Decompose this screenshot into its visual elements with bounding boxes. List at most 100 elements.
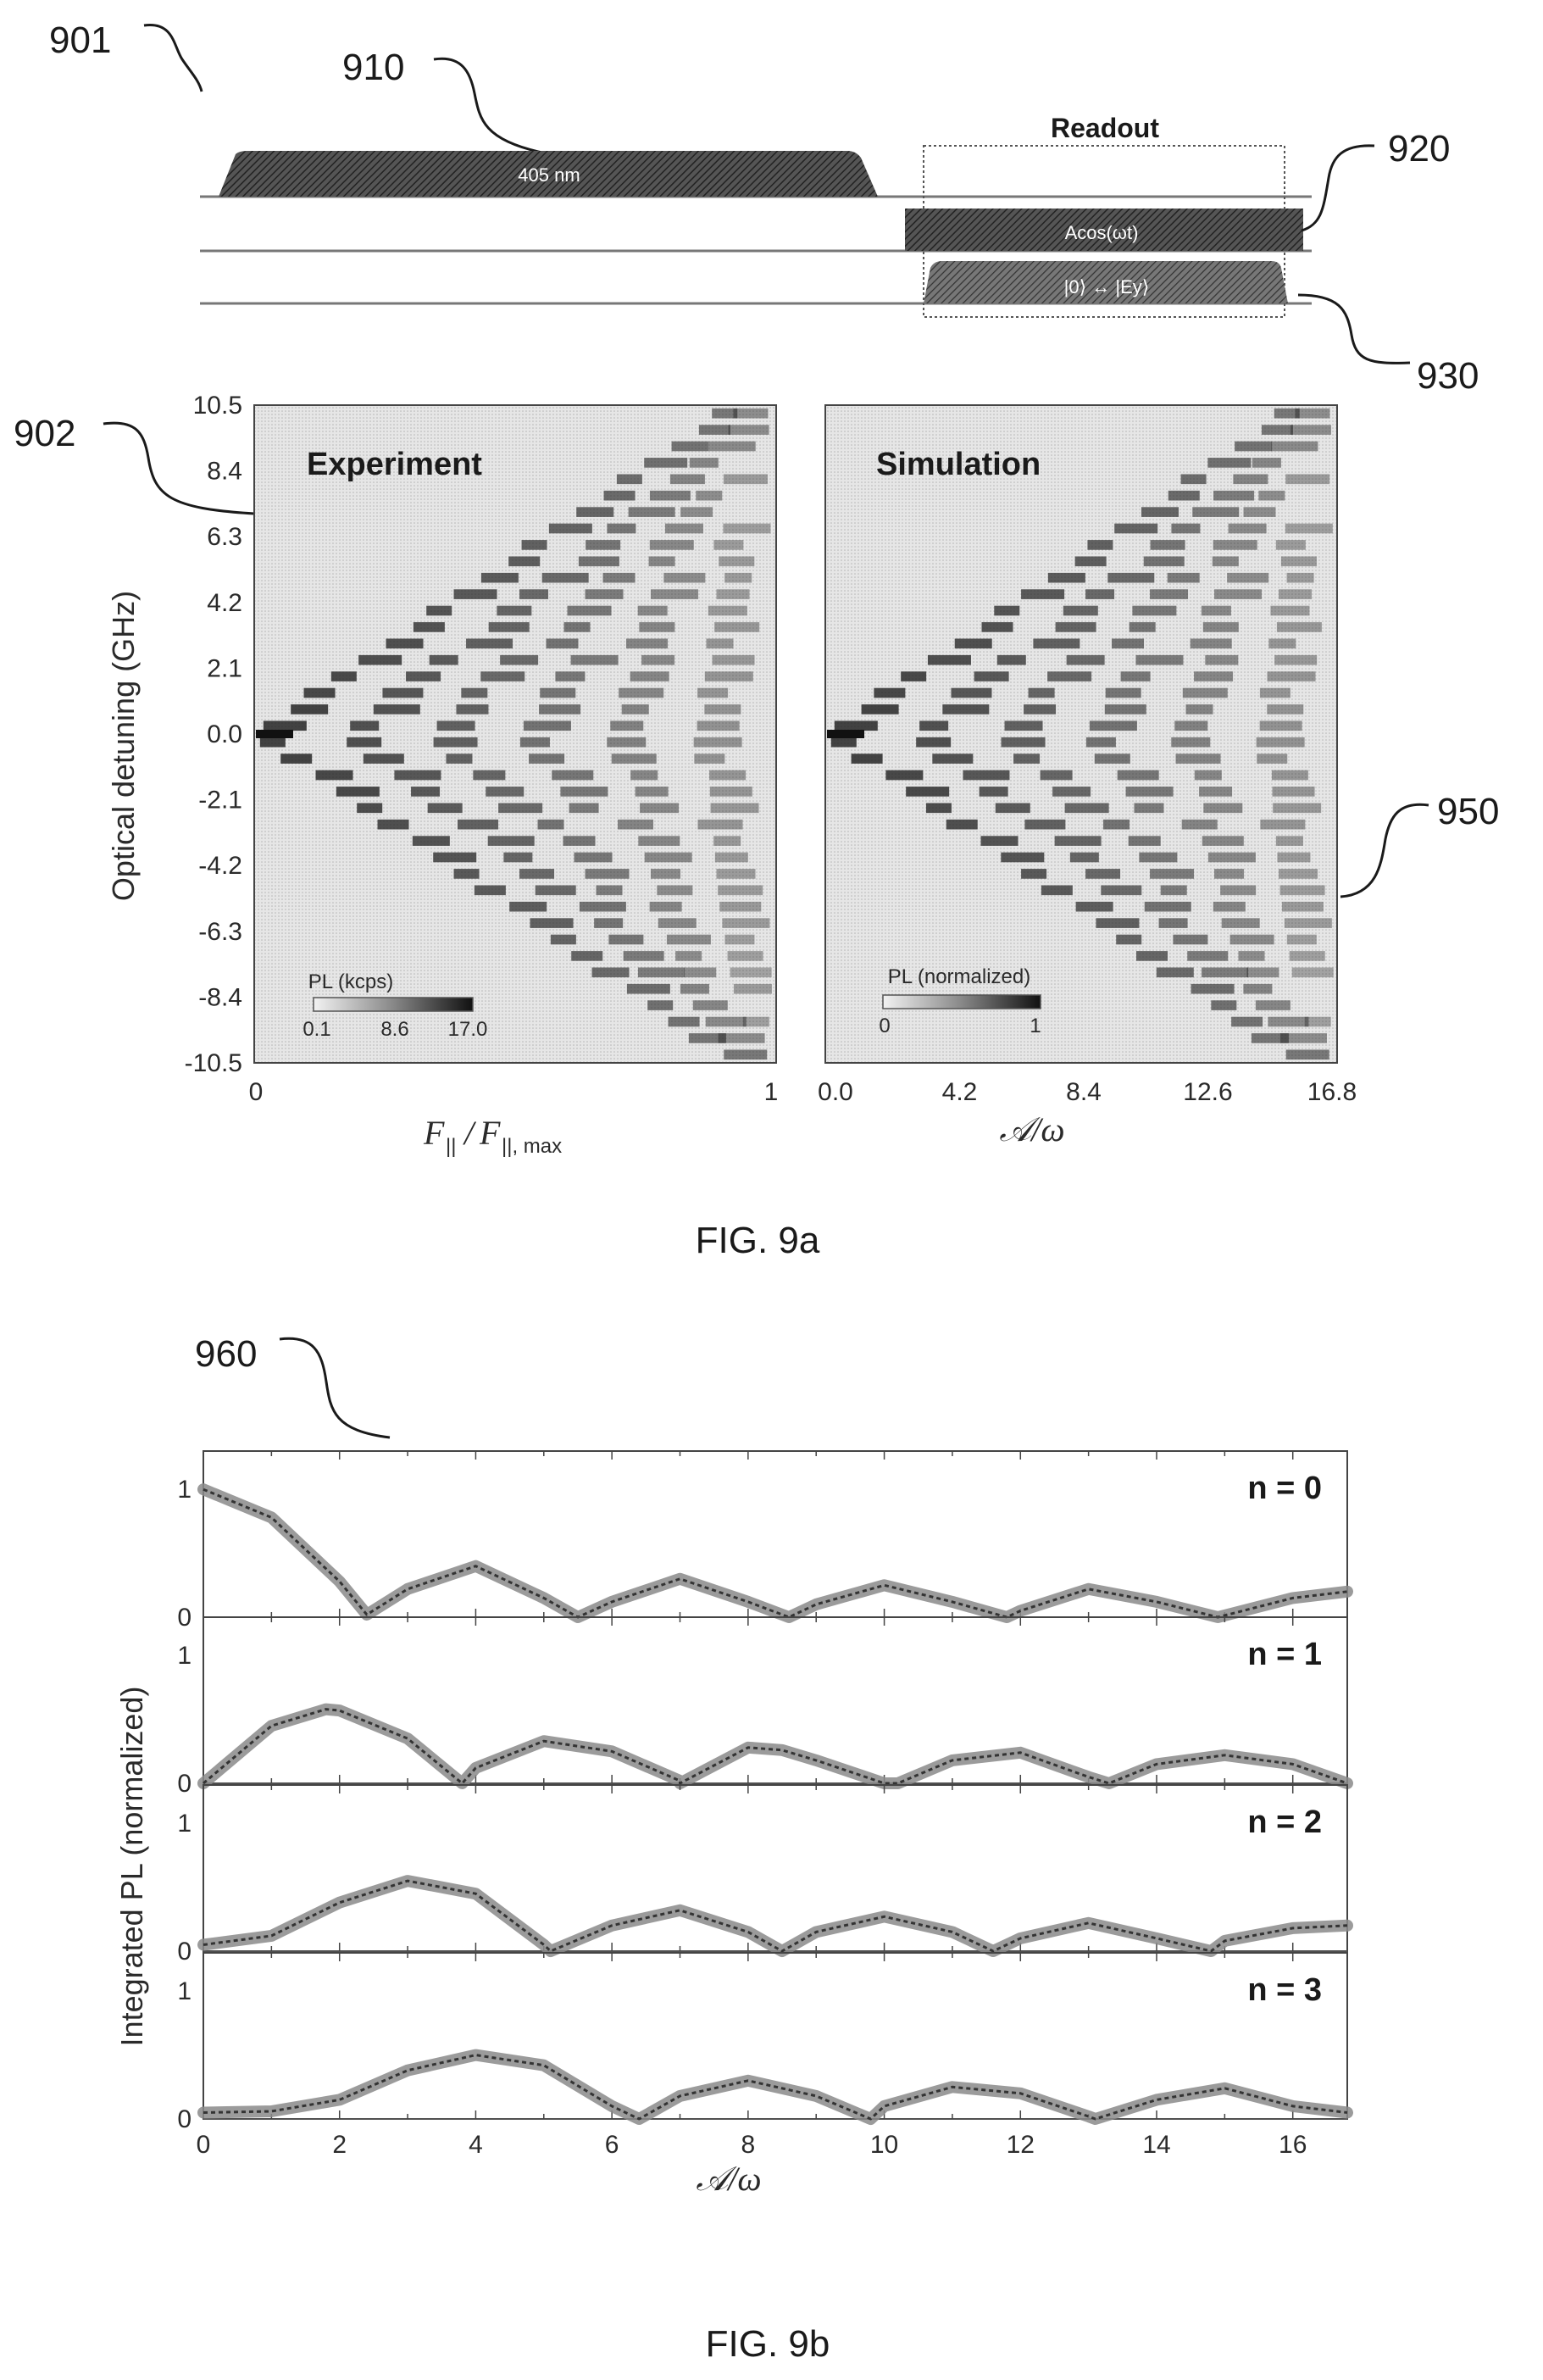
simulation-streak (1158, 918, 1188, 928)
simulation-streak (996, 654, 1026, 665)
simulation-streak (1286, 934, 1317, 945)
experiment-streak (576, 507, 614, 517)
simulation-xticks: 0.0 4.2 8.4 12.6 16.8 (818, 1078, 1357, 1106)
experiment-streak (497, 605, 532, 616)
experiment-streak (619, 687, 664, 698)
experiment-streak (548, 523, 592, 534)
fig9b-xtick: 2 (332, 2131, 347, 2159)
simulation-streak (1267, 671, 1316, 681)
experiment-streak (712, 654, 755, 665)
experiment-streak (708, 605, 747, 616)
experiment-streak (698, 425, 730, 435)
simulation-streak (1203, 803, 1243, 814)
simulation-streak (1273, 803, 1322, 814)
simulation-streak (1213, 540, 1257, 550)
integrated-pl-line (203, 2054, 1348, 2121)
simulation-streak (1182, 687, 1228, 698)
simulation-streak (1024, 704, 1057, 715)
leader-950 (1340, 803, 1429, 898)
simulation-streak (1105, 687, 1141, 698)
panel-ytick: 1 (177, 1476, 191, 1504)
experiment-streak (461, 687, 488, 698)
experiment-streak (713, 836, 741, 846)
simulation-streak (916, 737, 952, 748)
simulation-streak (1114, 523, 1158, 534)
simulation-streak (1256, 737, 1305, 748)
leader-901 (143, 24, 203, 92)
experiment-streak (602, 572, 636, 583)
simulation-streak (1279, 589, 1313, 599)
simulation-streak (951, 687, 992, 698)
simulation-streak (1001, 737, 1046, 748)
experiment-streak (541, 572, 589, 583)
experiment-streak (456, 704, 489, 715)
simulation-streak (1033, 638, 1080, 649)
experiment-xlabel-num: F (423, 1114, 445, 1152)
experiment-streak (596, 885, 623, 896)
experiment-colorbar (313, 997, 474, 1012)
experiment-streak (723, 474, 768, 485)
simulation-streak (1141, 507, 1179, 517)
fig9b-ylabel: Integrated PL (normalized) (114, 1687, 149, 2047)
simulation-streak (834, 720, 878, 731)
simulation-streak (1047, 671, 1092, 681)
experiment-cbar-tick-2: 17.0 (448, 1018, 488, 1041)
experiment-streak (574, 852, 613, 863)
experiment-streak (487, 836, 535, 846)
simulation-streak (1112, 638, 1145, 649)
experiment-cbar-tick-1: 8.6 (380, 1018, 408, 1041)
experiment-streak (413, 622, 445, 632)
panel-ytick: 1 (177, 1977, 191, 2005)
ref-920: 920 (1388, 128, 1450, 170)
experiment-streak (644, 458, 688, 468)
simulation-streak (1052, 787, 1091, 797)
panel-label: n = 3 (1247, 1972, 1322, 2008)
heatmap-ytick: 8.4 (207, 458, 242, 486)
experiment-streak (529, 753, 565, 764)
experiment-panel: Experiment PL (kcps) 0.1 8.6 17.0 0 1 F … (249, 404, 778, 1158)
fig9b-xtick: 4 (469, 2131, 483, 2159)
simulation-xtick: 12.6 (1183, 1078, 1232, 1106)
experiment-streak (508, 556, 541, 567)
ref-950: 950 (1437, 791, 1499, 832)
experiment-streak (498, 803, 543, 814)
experiment-streak (555, 671, 586, 681)
panel-ytick: 0 (177, 1604, 191, 1632)
simulation-streak (1268, 638, 1296, 649)
simulation-streak (1213, 901, 1246, 912)
simulation-streak (1125, 787, 1174, 797)
simulation-streak (1139, 852, 1178, 863)
leader-910 (433, 57, 543, 154)
resonant-pulse (924, 261, 1288, 303)
simulation-streak (1279, 885, 1325, 896)
simulation-streak (974, 671, 1009, 681)
experiment-xtick-0: 0 (249, 1078, 264, 1106)
experiment-streak (649, 490, 691, 501)
simulation-streak (927, 654, 971, 665)
simulation-streak (1013, 753, 1041, 764)
simulation-streak (1252, 458, 1281, 468)
simulation-streak (1089, 720, 1137, 731)
experiment-xlabel-den: F (479, 1114, 501, 1152)
simulation-streak (1128, 836, 1161, 846)
simulation-streak (1085, 589, 1115, 599)
heatmap-ytick: -4.2 (198, 852, 242, 880)
experiment-streak (608, 934, 644, 945)
caption-fig9a: FIG. 9a (696, 1220, 820, 1261)
simulation-streak (830, 737, 857, 748)
simulation-streak (1054, 836, 1102, 846)
experiment-streak (723, 523, 771, 534)
simulation-streak (1285, 523, 1333, 534)
simulation-streak (1279, 1033, 1327, 1043)
simulation-streak (1150, 540, 1185, 550)
experiment-streak (626, 638, 669, 649)
experiment-streak-center (256, 730, 293, 738)
simulation-streak (1279, 869, 1318, 879)
simulation-streak (1220, 885, 1257, 896)
heatmap-ytick: 2.1 (207, 654, 242, 682)
simulation-streak (1202, 967, 1249, 978)
experiment-streak (377, 819, 409, 830)
simulation-streak (1063, 605, 1098, 616)
simulation-streak (1143, 556, 1185, 567)
